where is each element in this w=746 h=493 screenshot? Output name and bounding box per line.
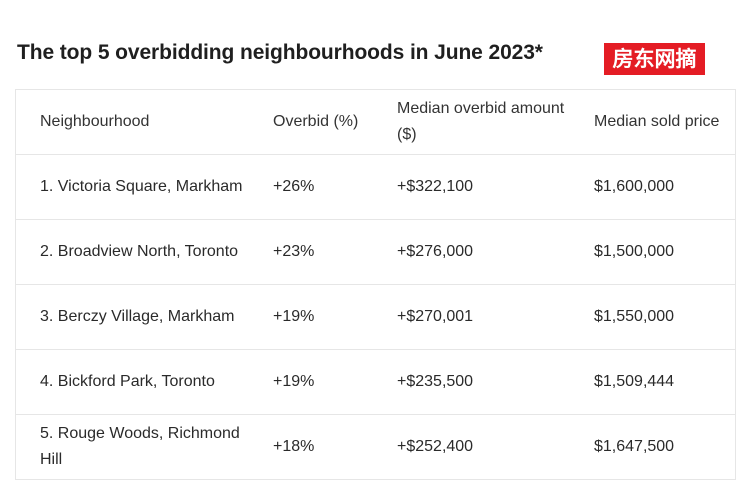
median-sold-price-cell: $1,647,500 xyxy=(594,438,675,455)
data-table: Neighbourhood Overbid (%) Median overbid… xyxy=(15,89,736,480)
median-sold-price-cell: $1,500,000 xyxy=(594,243,675,260)
neighbourhood-cell: 3. Berczy Village, Markham xyxy=(40,308,235,325)
page-title: The top 5 overbidding neighbourhoods in … xyxy=(17,41,543,64)
median-overbid-cell: +$276,000 xyxy=(397,243,474,260)
table-row: 2. Broadview North, Toronto +23% +$276,0… xyxy=(16,220,735,285)
neighbourhood-cell: 5. Rouge Woods, Richmond Hill xyxy=(40,425,240,468)
overbid-cell: +19% xyxy=(273,373,315,390)
median-overbid-cell: +$270,001 xyxy=(397,308,474,325)
table-row: 4. Bickford Park, Toronto +19% +$235,500… xyxy=(16,350,735,415)
median-sold-price-cell: $1,600,000 xyxy=(594,178,675,195)
overbid-cell: +23% xyxy=(273,243,315,260)
column-header-median-sold-price: Median sold price xyxy=(594,113,720,130)
overbid-cell: +19% xyxy=(273,308,315,325)
watermark-stamp: 房东网摘 xyxy=(604,43,705,75)
median-sold-price-cell: $1,509,444 xyxy=(594,373,675,390)
table-row: 3. Berczy Village, Markham +19% +$270,00… xyxy=(16,285,735,350)
neighbourhood-cell: 2. Broadview North, Toronto xyxy=(40,243,239,260)
neighbourhood-cell: 1. Victoria Square, Markham xyxy=(40,178,243,195)
column-header-overbid: Overbid (%) xyxy=(273,113,359,130)
overbid-cell: +18% xyxy=(273,438,315,455)
overbid-cell: +26% xyxy=(273,178,315,195)
table-header-row: Neighbourhood Overbid (%) Median overbid… xyxy=(16,90,735,155)
column-header-median-overbid: Median overbid amount ($) xyxy=(397,100,565,143)
column-header-neighbourhood: Neighbourhood xyxy=(40,113,150,130)
median-overbid-cell: +$252,400 xyxy=(397,438,474,455)
median-overbid-cell: +$322,100 xyxy=(397,178,474,195)
table-row: 5. Rouge Woods, Richmond Hill +18% +$252… xyxy=(16,415,735,480)
table-row: 1. Victoria Square, Markham +26% +$322,1… xyxy=(16,155,735,220)
median-overbid-cell: +$235,500 xyxy=(397,373,474,390)
median-sold-price-cell: $1,550,000 xyxy=(594,308,675,325)
neighbourhood-cell: 4. Bickford Park, Toronto xyxy=(40,373,215,390)
